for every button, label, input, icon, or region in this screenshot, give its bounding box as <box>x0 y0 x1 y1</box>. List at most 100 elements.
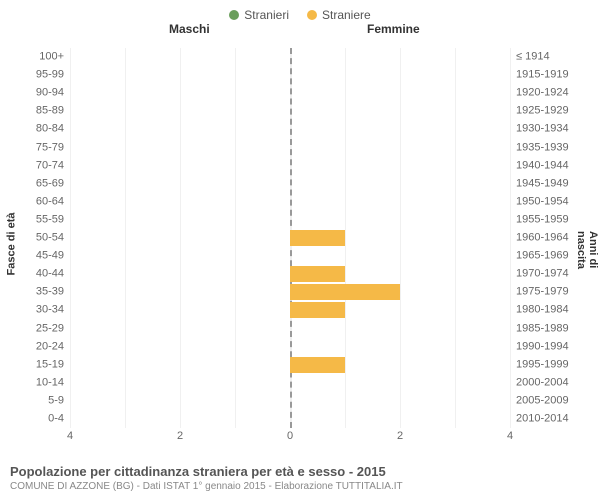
birth-year-label: 1940-1944 <box>510 160 569 171</box>
female-half: 1965-1969 <box>290 247 510 265</box>
x-tick: 2 <box>177 430 183 442</box>
birth-year-label: 1955-1959 <box>510 214 569 225</box>
header-male: Maschi <box>169 22 210 36</box>
male-half: 30-34 <box>70 301 290 319</box>
age-label: 35-39 <box>36 287 70 298</box>
age-label: 75-79 <box>36 142 70 153</box>
caption-sub: COMUNE DI AZZONE (BG) - Dati ISTAT 1° ge… <box>10 481 403 492</box>
birth-year-label: 1950-1954 <box>510 196 569 207</box>
age-row: 55-591955-1959 <box>70 211 510 229</box>
male-half: 90-94 <box>70 84 290 102</box>
birth-year-label: 1930-1934 <box>510 124 569 135</box>
age-row: 70-741940-1944 <box>70 157 510 175</box>
legend-label-female: Straniere <box>322 8 371 22</box>
age-row: 10-142000-2004 <box>70 374 510 392</box>
age-label: 30-34 <box>36 305 70 316</box>
age-label: 0-4 <box>48 414 70 425</box>
column-headers: Maschi Femmine <box>0 22 600 42</box>
x-tick: 0 <box>287 430 293 442</box>
age-row: 65-691945-1949 <box>70 175 510 193</box>
female-half: 2000-2004 <box>290 374 510 392</box>
male-half: 100+ <box>70 48 290 66</box>
female-half: 2010-2014 <box>290 410 510 428</box>
male-half: 35-39 <box>70 283 290 301</box>
age-label: 95-99 <box>36 70 70 81</box>
female-half: 1995-1999 <box>290 356 510 374</box>
age-label: 100+ <box>39 52 70 63</box>
age-row: 40-441970-1974 <box>70 265 510 283</box>
age-label: 15-19 <box>36 359 70 370</box>
male-half: 85-89 <box>70 102 290 120</box>
male-half: 10-14 <box>70 374 290 392</box>
female-half: 1980-1984 <box>290 301 510 319</box>
birth-year-label: 1945-1949 <box>510 178 569 189</box>
age-label: 20-24 <box>36 341 70 352</box>
male-half: 45-49 <box>70 247 290 265</box>
birth-year-label: 1995-1999 <box>510 359 569 370</box>
birth-year-label: 1980-1984 <box>510 305 569 316</box>
birth-year-label: 1970-1974 <box>510 269 569 280</box>
female-half: 1985-1989 <box>290 320 510 338</box>
birth-year-label: 1960-1964 <box>510 233 569 244</box>
female-half: 1950-1954 <box>290 193 510 211</box>
birth-year-label: 1935-1939 <box>510 142 569 153</box>
male-half: 55-59 <box>70 211 290 229</box>
male-half: 50-54 <box>70 229 290 247</box>
age-label: 50-54 <box>36 233 70 244</box>
header-female: Femmine <box>367 22 420 36</box>
age-row: 20-241990-1994 <box>70 338 510 356</box>
male-half: 20-24 <box>70 338 290 356</box>
x-tick: 2 <box>397 430 403 442</box>
age-label: 40-44 <box>36 269 70 280</box>
bar-female <box>290 284 400 300</box>
caption-title: Popolazione per cittadinanza straniera p… <box>10 464 403 479</box>
age-row: 100+≤ 1914 <box>70 48 510 66</box>
age-row: 50-541960-1964 <box>70 229 510 247</box>
bar-female <box>290 302 345 318</box>
age-label: 80-84 <box>36 124 70 135</box>
x-tick: 4 <box>507 430 513 442</box>
age-label: 60-64 <box>36 196 70 207</box>
male-half: 25-29 <box>70 320 290 338</box>
male-half: 65-69 <box>70 175 290 193</box>
population-pyramid-chart: Stranieri Straniere Maschi Femmine Fasce… <box>0 0 600 500</box>
caption: Popolazione per cittadinanza straniera p… <box>10 464 403 492</box>
bar-female <box>290 230 345 246</box>
birth-year-label: 1915-1919 <box>510 70 569 81</box>
age-label: 90-94 <box>36 88 70 99</box>
birth-year-label: 1985-1989 <box>510 323 569 334</box>
age-row: 35-391975-1979 <box>70 283 510 301</box>
male-half: 75-79 <box>70 139 290 157</box>
age-row: 25-291985-1989 <box>70 320 510 338</box>
age-label: 25-29 <box>36 323 70 334</box>
legend-swatch-male <box>229 10 239 20</box>
age-row: 30-341980-1984 <box>70 301 510 319</box>
male-half: 95-99 <box>70 66 290 84</box>
female-half: 1925-1929 <box>290 102 510 120</box>
age-row: 45-491965-1969 <box>70 247 510 265</box>
female-half: 1960-1964 <box>290 229 510 247</box>
y-axis-title-right: Anni di nascita <box>575 231 599 269</box>
legend-swatch-female <box>307 10 317 20</box>
female-half: 1955-1959 <box>290 211 510 229</box>
female-half: 1915-1919 <box>290 66 510 84</box>
age-label: 5-9 <box>48 395 70 406</box>
male-half: 40-44 <box>70 265 290 283</box>
male-half: 0-4 <box>70 410 290 428</box>
legend-item-female: Straniere <box>307 8 371 22</box>
female-half: 1975-1979 <box>290 283 510 301</box>
female-half: 1930-1934 <box>290 120 510 138</box>
age-label: 55-59 <box>36 214 70 225</box>
female-half: 1940-1944 <box>290 157 510 175</box>
male-half: 60-64 <box>70 193 290 211</box>
female-half: 1945-1949 <box>290 175 510 193</box>
birth-year-label: 2000-2004 <box>510 377 569 388</box>
legend-item-male: Stranieri <box>229 8 289 22</box>
x-axis: 42024 <box>70 428 510 446</box>
birth-year-label: 2005-2009 <box>510 395 569 406</box>
bar-female <box>290 357 345 373</box>
age-label: 70-74 <box>36 160 70 171</box>
age-row: 15-191995-1999 <box>70 356 510 374</box>
female-half: 1990-1994 <box>290 338 510 356</box>
age-row: 90-941920-1924 <box>70 84 510 102</box>
